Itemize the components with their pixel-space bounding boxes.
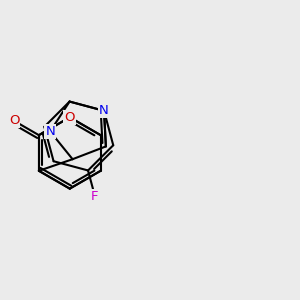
Text: F: F <box>91 190 99 203</box>
Text: N: N <box>99 104 109 117</box>
Text: O: O <box>9 114 19 128</box>
Text: O: O <box>65 111 75 124</box>
Text: O: O <box>9 114 20 128</box>
Text: N: N <box>45 125 55 138</box>
Text: O: O <box>64 111 75 124</box>
